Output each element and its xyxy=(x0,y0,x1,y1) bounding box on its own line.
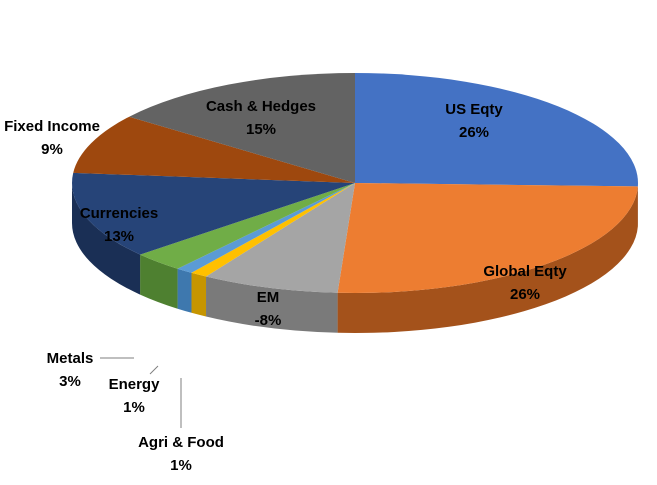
pie-side-agri-and-food xyxy=(191,273,206,317)
leader-lines xyxy=(100,358,181,428)
pie-slice-us-eqty xyxy=(355,73,638,186)
label-cash-and-hedges-name: Cash & Hedges xyxy=(206,98,316,115)
label-agri-and-food-name: Agri & Food xyxy=(138,434,224,451)
label-global-eqty-name: Global Eqty xyxy=(483,263,567,280)
label-fixed-income-value: 9% xyxy=(41,141,63,158)
label-currencies-name: Currencies xyxy=(80,205,158,222)
label-metals-name: Metals xyxy=(47,350,94,367)
label-metals-value: 3% xyxy=(59,373,81,390)
label-us-eqty-value: 26% xyxy=(459,124,489,141)
label-us-eqty-name: US Eqty xyxy=(445,101,503,118)
label-fixed-income-name: Fixed Income xyxy=(4,118,100,135)
label-energy-name: Energy xyxy=(109,376,161,393)
label-global-eqty-value: 26% xyxy=(510,286,540,303)
pie-side-energy xyxy=(178,269,192,313)
label-energy-value: 1% xyxy=(123,399,145,416)
label-agri-and-food-value: 1% xyxy=(170,457,192,474)
label-cash-and-hedges-value: 15% xyxy=(246,121,276,138)
label-em-value: -8% xyxy=(255,312,282,329)
leader-line-energy xyxy=(150,366,158,374)
label-em-name: EM xyxy=(257,289,280,306)
label-currencies-value: 13% xyxy=(104,228,134,245)
pie-slices xyxy=(72,73,638,293)
